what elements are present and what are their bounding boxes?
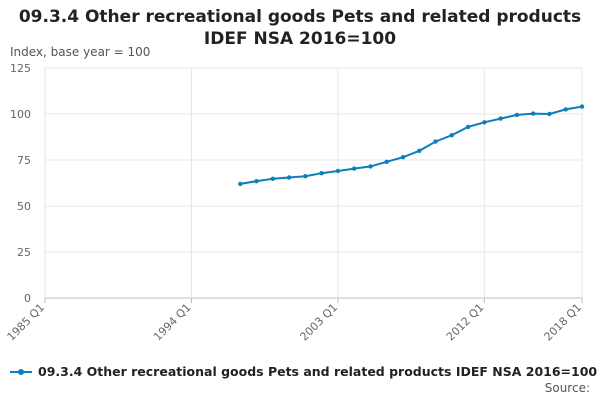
y-tick-label: 125	[10, 62, 31, 75]
data-point	[384, 159, 389, 164]
y-tick-label: 100	[10, 108, 31, 121]
y-axis-label: Index, base year = 100	[10, 45, 151, 59]
data-point	[579, 104, 585, 109]
x-tick-label: 2003 Q1	[297, 301, 340, 344]
data-point	[270, 176, 275, 181]
chart-title-line-1: 09.3.4 Other recreational goods Pets and…	[18, 7, 582, 27]
x-tick-label: 2012 Q1	[444, 301, 487, 344]
source-label: Source:	[544, 381, 590, 395]
y-tick-label: 50	[17, 200, 31, 213]
data-point	[238, 181, 243, 187]
data-point	[352, 166, 357, 171]
x-tick-label: 1985 Q1	[5, 301, 48, 344]
x-tick-label: 2018 Q1	[542, 301, 585, 344]
data-point	[498, 116, 503, 121]
x-tick-label: 1994 Q1	[151, 301, 194, 344]
data-point	[514, 112, 520, 118]
y-tick-label: 75	[17, 154, 31, 167]
data-point	[449, 133, 454, 138]
data-point	[254, 179, 259, 184]
data-point	[417, 148, 422, 153]
legend[interactable]: 09.3.4 Other recreational goods Pets and…	[10, 364, 597, 379]
chart-title: 09.3.4 Other recreational goods Pets and…	[0, 6, 600, 50]
series-line	[240, 105, 583, 185]
data-point	[563, 107, 568, 112]
data-point	[531, 111, 536, 116]
legend-label: 09.3.4 Other recreational goods Pets and…	[38, 364, 598, 379]
data-point	[368, 164, 373, 169]
data-point	[286, 175, 292, 180]
data-point	[335, 168, 341, 174]
chart-title-line-2: IDEF NSA 2016=100	[203, 29, 397, 49]
y-tick-label: 25	[17, 246, 31, 259]
data-point	[319, 171, 324, 176]
data-point	[547, 111, 552, 117]
data-point	[400, 155, 406, 160]
data-point	[433, 139, 438, 144]
data-point	[303, 174, 308, 179]
y-tick-label: 0	[24, 292, 31, 305]
data-point	[482, 120, 487, 125]
data-point	[465, 124, 471, 130]
legend-swatch	[10, 367, 32, 377]
